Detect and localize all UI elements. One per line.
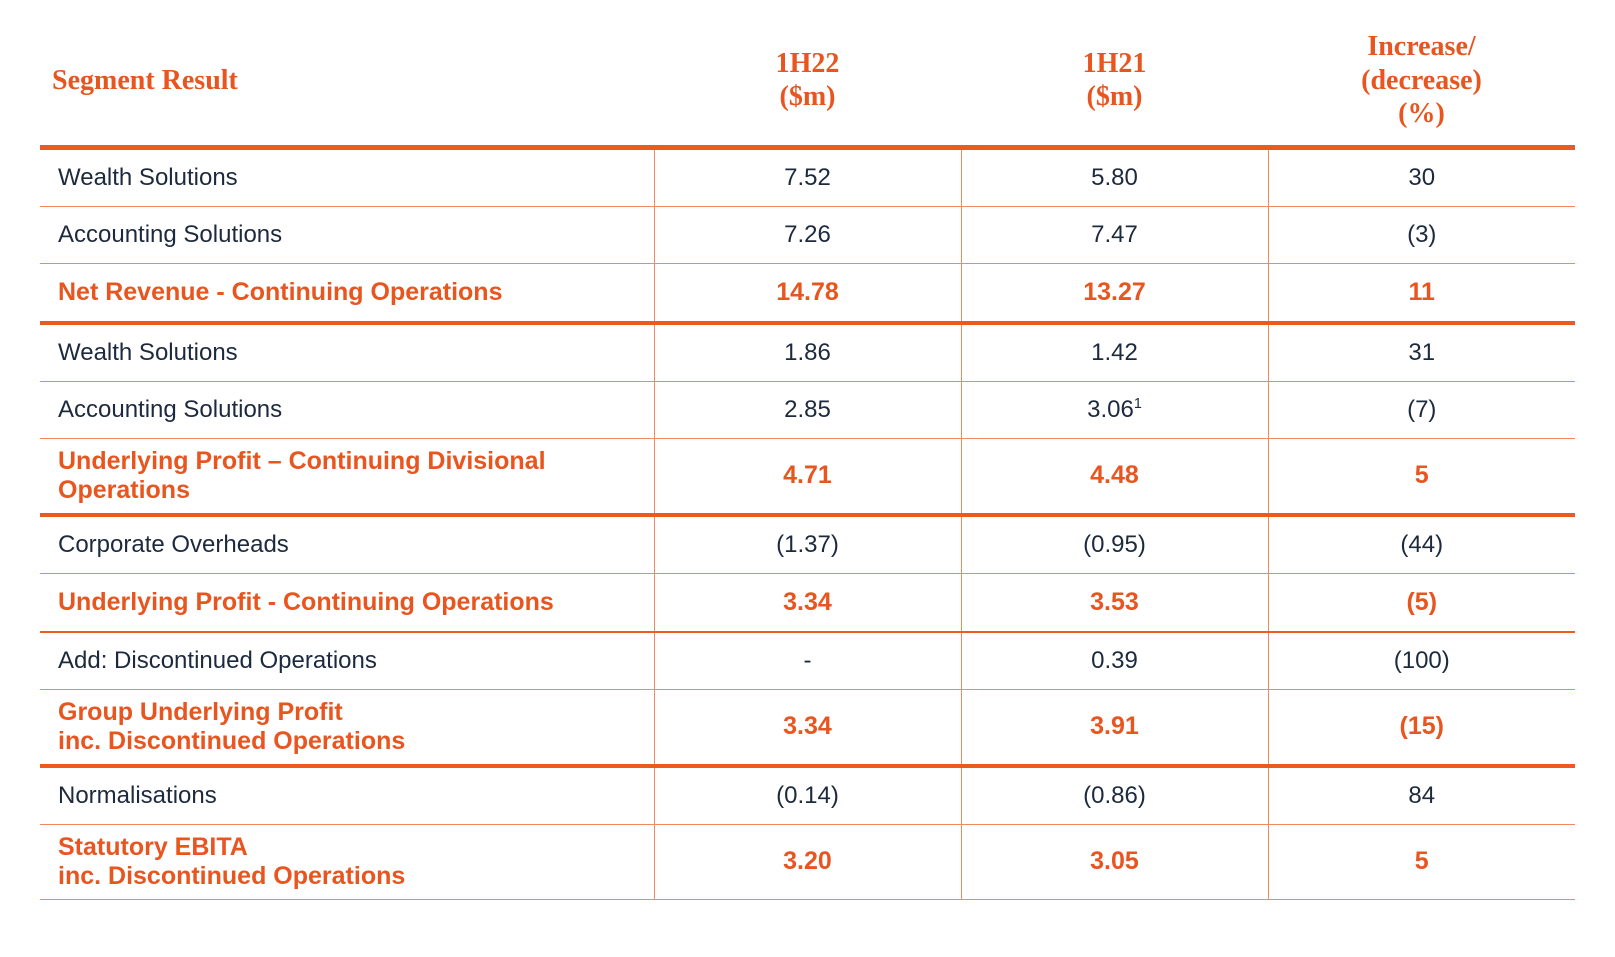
col-header-segment: Segment Result: [40, 20, 654, 147]
row-value: 14.78: [654, 263, 961, 323]
col-header-1h22: 1H22($m): [654, 20, 961, 147]
row-value: 1.42: [961, 323, 1268, 382]
table-body: Wealth Solutions7.525.8030Accounting Sol…: [40, 147, 1575, 899]
table-row: Underlying Profit – Continuing Divisiona…: [40, 438, 1575, 515]
row-label: Normalisations: [40, 766, 654, 825]
row-value: (0.14): [654, 766, 961, 825]
row-value: 84: [1268, 766, 1575, 825]
table-row: Corporate Overheads(1.37)(0.95)(44): [40, 515, 1575, 574]
col-header-1h21: 1H21($m): [961, 20, 1268, 147]
row-value: 5: [1268, 824, 1575, 899]
row-value: 31: [1268, 323, 1575, 382]
row-value: (3): [1268, 206, 1575, 263]
row-label: Net Revenue - Continuing Operations: [40, 263, 654, 323]
row-value: 4.48: [961, 438, 1268, 515]
col-header-change: Increase/(decrease)(%): [1268, 20, 1575, 147]
row-value: 2.85: [654, 381, 961, 438]
row-value: (0.86): [961, 766, 1268, 825]
table-row: Wealth Solutions7.525.8030: [40, 147, 1575, 206]
row-value: 3.34: [654, 689, 961, 766]
row-label: Wealth Solutions: [40, 323, 654, 382]
table-row: Underlying Profit - Continuing Operation…: [40, 573, 1575, 632]
row-label: Underlying Profit - Continuing Operation…: [40, 573, 654, 632]
row-value: (7): [1268, 381, 1575, 438]
row-value: (100): [1268, 632, 1575, 690]
row-value: 5.80: [961, 147, 1268, 206]
row-label: Add: Discontinued Operations: [40, 632, 654, 690]
row-value: 3.05: [961, 824, 1268, 899]
row-label: Group Underlying Profitinc. Discontinued…: [40, 689, 654, 766]
row-label: Statutory EBITAinc. Discontinued Operati…: [40, 824, 654, 899]
row-value: (1.37): [654, 515, 961, 574]
row-value: 3.061: [961, 381, 1268, 438]
row-value: 7.26: [654, 206, 961, 263]
row-value: 3.53: [961, 573, 1268, 632]
row-value: 13.27: [961, 263, 1268, 323]
row-value: 3.91: [961, 689, 1268, 766]
table-row: Wealth Solutions1.861.4231: [40, 323, 1575, 382]
row-value: (0.95): [961, 515, 1268, 574]
row-value: 7.47: [961, 206, 1268, 263]
table-row: Accounting Solutions2.853.061(7): [40, 381, 1575, 438]
table-row: Add: Discontinued Operations-0.39(100): [40, 632, 1575, 690]
row-value: 4.71: [654, 438, 961, 515]
table-header-row: Segment Result 1H22($m) 1H21($m) Increas…: [40, 20, 1575, 147]
row-value: 3.34: [654, 573, 961, 632]
row-value: 3.20: [654, 824, 961, 899]
row-label: Wealth Solutions: [40, 147, 654, 206]
row-label: Underlying Profit – Continuing Divisiona…: [40, 438, 654, 515]
table-row: Normalisations(0.14)(0.86)84: [40, 766, 1575, 825]
row-label: Accounting Solutions: [40, 206, 654, 263]
row-value: 0.39: [961, 632, 1268, 690]
row-value: 11: [1268, 263, 1575, 323]
row-value: 5: [1268, 438, 1575, 515]
table-row: Group Underlying Profitinc. Discontinued…: [40, 689, 1575, 766]
table-row: Net Revenue - Continuing Operations14.78…: [40, 263, 1575, 323]
row-value: 1.86: [654, 323, 961, 382]
row-label: Accounting Solutions: [40, 381, 654, 438]
table-row: Accounting Solutions7.267.47(3): [40, 206, 1575, 263]
row-value: 30: [1268, 147, 1575, 206]
row-value: (44): [1268, 515, 1575, 574]
row-value: -: [654, 632, 961, 690]
footnote-mark: 1: [1134, 396, 1142, 412]
row-value: 7.52: [654, 147, 961, 206]
table-row: Statutory EBITAinc. Discontinued Operati…: [40, 824, 1575, 899]
segment-result-table: Segment Result 1H22($m) 1H21($m) Increas…: [40, 20, 1575, 900]
row-label: Corporate Overheads: [40, 515, 654, 574]
row-value: (5): [1268, 573, 1575, 632]
row-value: (15): [1268, 689, 1575, 766]
